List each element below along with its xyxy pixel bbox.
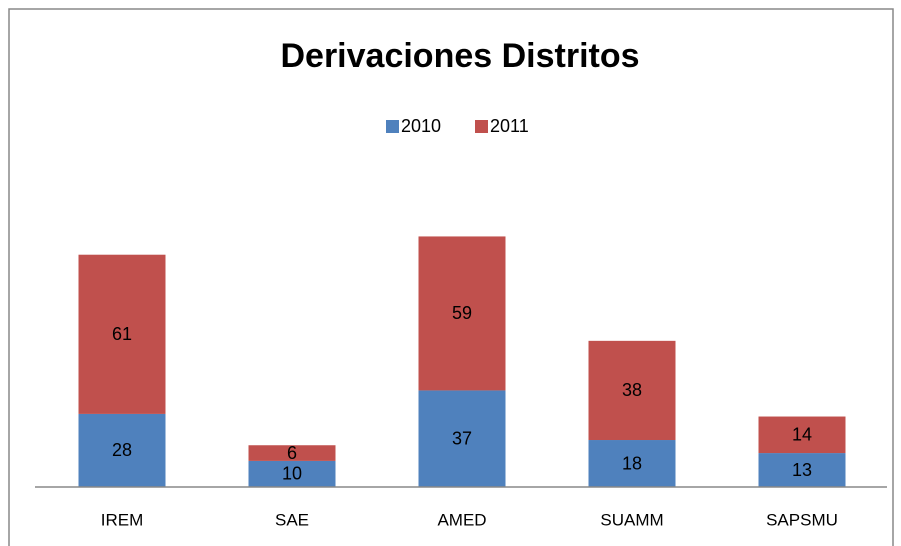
data-label: 37 [452, 428, 472, 448]
bar-segment [78, 413, 166, 487]
data-label: 13 [792, 460, 812, 480]
legend-label: 2010 [401, 116, 441, 136]
bar-segment [418, 236, 506, 391]
x-tick-label: SAE [275, 510, 309, 529]
bar-segment [78, 254, 166, 414]
legend-label: 2011 [490, 116, 529, 136]
chart-border [8, 8, 894, 546]
legend-swatch [475, 120, 488, 133]
x-tick-label: IREM [101, 510, 144, 529]
bar-segment [248, 460, 336, 487]
data-label: 6 [287, 443, 297, 463]
data-label: 59 [452, 303, 472, 323]
x-tick-label: SUAMM [600, 510, 663, 529]
data-label: 14 [792, 425, 812, 445]
chart-title: Derivaciones Distritos [280, 37, 639, 75]
legend-swatch [386, 120, 399, 133]
bar-segment [758, 416, 846, 454]
bar-segment [588, 440, 676, 487]
bar-segment [758, 453, 846, 487]
data-label: 18 [622, 453, 642, 473]
bar-segment [248, 445, 336, 461]
data-label: 38 [622, 380, 642, 400]
bar-segment [588, 340, 676, 441]
x-tick-label: SAPSMU [766, 510, 838, 529]
data-label: 61 [112, 324, 132, 344]
data-label: 10 [282, 464, 302, 484]
x-tick-label: AMED [437, 510, 486, 529]
data-label: 28 [112, 440, 132, 460]
bar-segment [418, 390, 506, 487]
